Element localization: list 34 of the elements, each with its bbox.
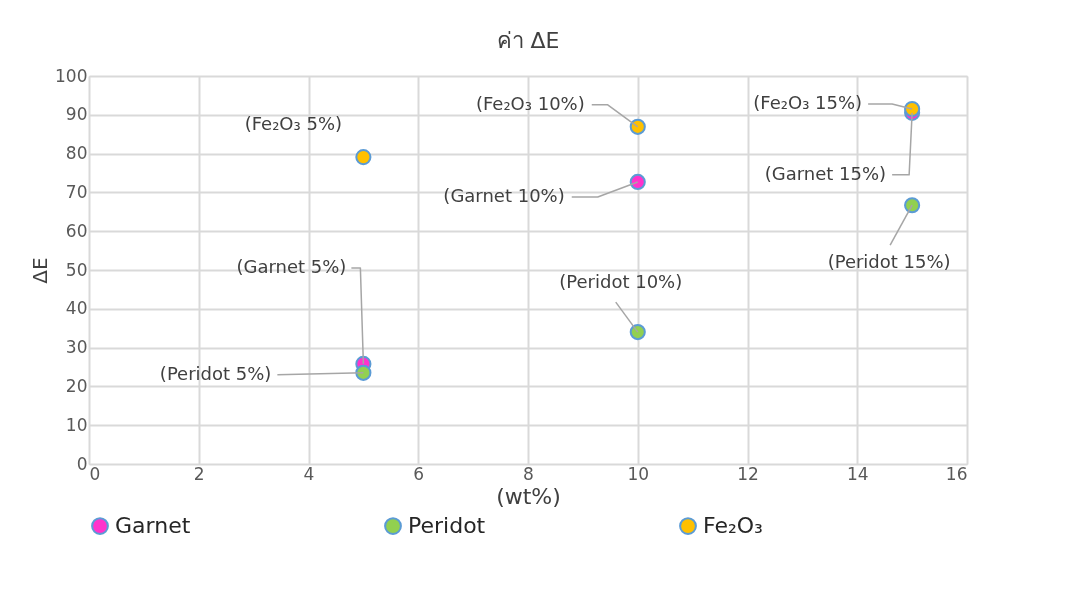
annotation: (Peridot 10%) [559, 271, 683, 293]
x-axis-title: (wt%) [496, 483, 561, 509]
x-tick-label: 12 [737, 463, 759, 484]
annotation: (Peridot 5%) [159, 362, 272, 384]
x-tick-label: 8 [523, 463, 534, 484]
annotation: (Fe₂O₃ 10%) [475, 92, 585, 114]
chart-title: ค่า ΔE [496, 28, 560, 53]
y-tick-label: 90 [65, 104, 88, 125]
annotation: (Garnet 15%) [764, 162, 887, 184]
legend-label: Peridot [408, 513, 486, 539]
y-tick-label: 20 [65, 375, 88, 396]
legend-label: Garnet [115, 513, 191, 539]
x-tick-label: 0 [89, 463, 101, 484]
y-tick-label: 70 [65, 181, 88, 202]
x-tick-label: 2 [193, 463, 205, 484]
y-tick-label: 40 [65, 298, 88, 319]
annotation: (Fe₂O₃ 15%) [753, 91, 863, 113]
legend-label: Fe₂O₃ [703, 513, 763, 539]
y-tick-label: 50 [65, 259, 88, 280]
y-tick-label: 10 [65, 414, 88, 435]
annotation: (Peridot 15%) [827, 251, 951, 273]
x-tick-label: 4 [303, 463, 315, 484]
x-tick-label: 14 [846, 463, 869, 484]
y-tick-label: 100 [55, 65, 88, 86]
y-tick-label: 80 [65, 143, 88, 164]
x-tick-label: 16 [945, 463, 968, 484]
annotation: (Garnet 10%) [443, 184, 565, 206]
y-axis-title: ΔE [28, 257, 53, 284]
y-tick-label: 30 [65, 337, 88, 358]
annotation: (Garnet 5%) [236, 255, 347, 277]
x-tick-label: 6 [413, 463, 425, 484]
y-tick-label: 60 [65, 220, 88, 241]
annotation: (Fe₂O₃ 5%) [244, 113, 343, 135]
x-tick-label: 10 [627, 463, 650, 484]
